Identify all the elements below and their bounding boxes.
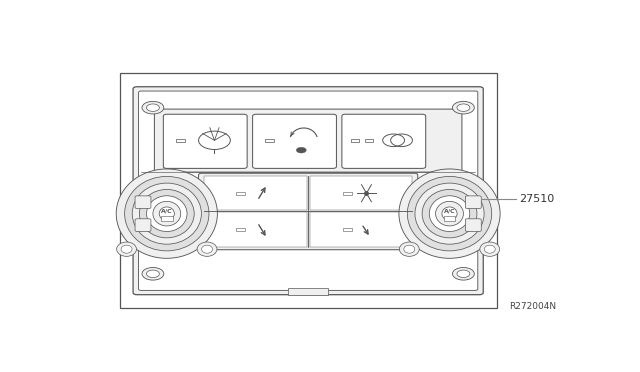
- Ellipse shape: [197, 242, 217, 256]
- Bar: [288, 288, 328, 295]
- Circle shape: [457, 104, 470, 111]
- Bar: [310, 176, 412, 210]
- Ellipse shape: [153, 201, 180, 226]
- Text: 27510: 27510: [519, 194, 554, 204]
- FancyBboxPatch shape: [342, 114, 426, 169]
- FancyBboxPatch shape: [465, 196, 481, 208]
- Bar: [236, 228, 245, 231]
- Ellipse shape: [116, 242, 136, 256]
- Bar: [120, 73, 497, 308]
- Ellipse shape: [407, 176, 492, 251]
- FancyBboxPatch shape: [198, 173, 418, 250]
- Circle shape: [142, 101, 164, 114]
- Ellipse shape: [480, 242, 500, 256]
- Ellipse shape: [404, 245, 415, 253]
- Circle shape: [147, 270, 159, 278]
- Bar: [351, 139, 359, 142]
- Bar: [444, 216, 456, 221]
- Circle shape: [296, 147, 306, 153]
- Bar: [265, 139, 274, 142]
- Ellipse shape: [442, 207, 457, 220]
- Text: A/C: A/C: [444, 208, 455, 213]
- FancyBboxPatch shape: [138, 91, 478, 291]
- FancyBboxPatch shape: [135, 219, 151, 231]
- Bar: [204, 212, 307, 247]
- Ellipse shape: [202, 245, 212, 253]
- Bar: [204, 176, 307, 210]
- Bar: [342, 228, 351, 231]
- Ellipse shape: [159, 207, 174, 220]
- Circle shape: [142, 267, 164, 280]
- FancyBboxPatch shape: [253, 114, 337, 169]
- Ellipse shape: [140, 189, 194, 238]
- Ellipse shape: [484, 245, 495, 253]
- Bar: [176, 139, 185, 142]
- Ellipse shape: [399, 242, 419, 256]
- Ellipse shape: [147, 196, 187, 231]
- Circle shape: [457, 270, 470, 278]
- Ellipse shape: [125, 176, 209, 251]
- Ellipse shape: [116, 169, 218, 258]
- Ellipse shape: [415, 183, 484, 244]
- FancyBboxPatch shape: [154, 109, 462, 172]
- Circle shape: [147, 104, 159, 111]
- FancyBboxPatch shape: [135, 196, 151, 208]
- Bar: [236, 192, 245, 195]
- Circle shape: [452, 267, 474, 280]
- Bar: [161, 216, 173, 221]
- Ellipse shape: [132, 183, 202, 244]
- Ellipse shape: [399, 169, 500, 258]
- Circle shape: [452, 101, 474, 114]
- Ellipse shape: [436, 201, 463, 226]
- Ellipse shape: [422, 189, 477, 238]
- Ellipse shape: [429, 196, 470, 231]
- FancyBboxPatch shape: [163, 114, 247, 169]
- FancyBboxPatch shape: [133, 87, 483, 295]
- Ellipse shape: [121, 245, 132, 253]
- Bar: [310, 212, 412, 247]
- Bar: [365, 139, 372, 142]
- Bar: [342, 192, 351, 195]
- FancyBboxPatch shape: [465, 219, 481, 231]
- Text: A/C: A/C: [161, 208, 173, 213]
- Text: R272004N: R272004N: [509, 302, 556, 311]
